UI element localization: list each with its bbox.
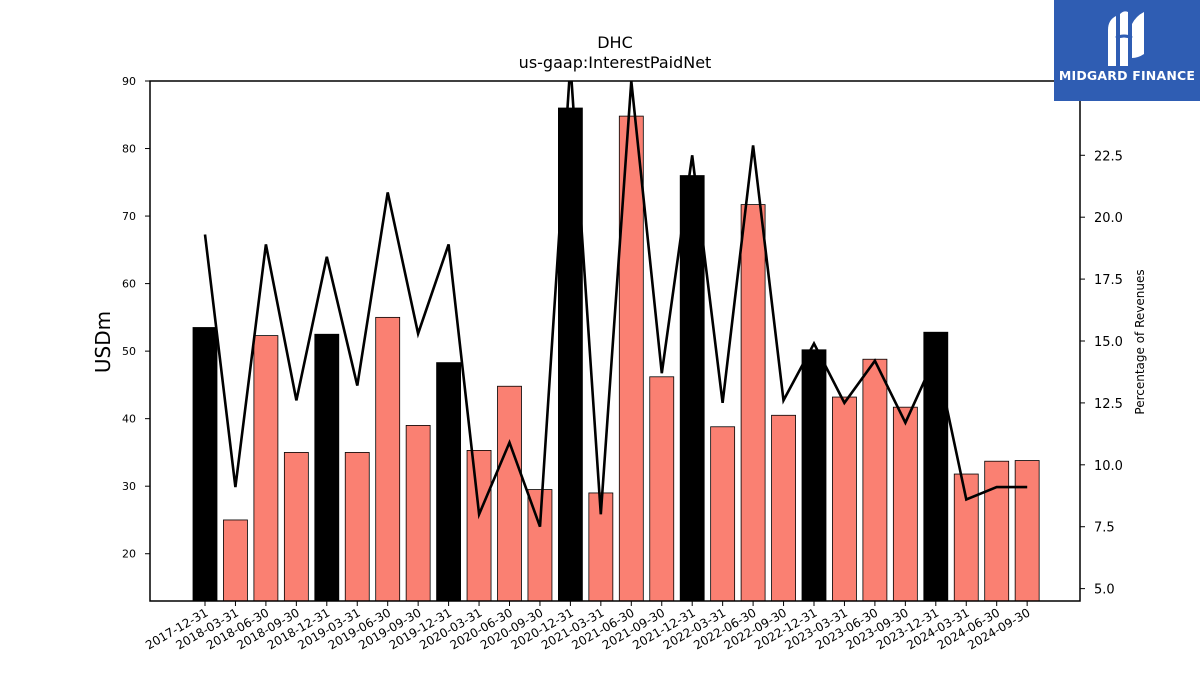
x-axis-ticks: 2017-12-312018-03-312018-06-302018-09-30… xyxy=(143,601,1033,652)
bar-2022-03-31 xyxy=(710,426,736,601)
y-tick-label: 90 xyxy=(122,75,136,88)
bar-2017-12-31 xyxy=(192,327,218,601)
bar-2019-06-30 xyxy=(375,316,401,601)
y2-tick-label: 17.5 xyxy=(1094,273,1123,288)
chart-title: DHC xyxy=(597,33,633,52)
y2-tick-label: 10.0 xyxy=(1094,459,1123,474)
line-group xyxy=(203,81,1028,528)
bar-2019-12-31 xyxy=(436,362,462,601)
bar-2018-12-31 xyxy=(314,333,340,601)
y2-axis-label: Percentage of Revenues xyxy=(1133,269,1147,414)
bar-2018-09-30 xyxy=(283,452,309,601)
y2-tick-label: 5.0 xyxy=(1094,583,1115,598)
bar-2020-03-31 xyxy=(466,450,492,601)
bar-2024-06-30 xyxy=(984,460,1010,601)
y-tick-label: 60 xyxy=(122,278,136,291)
y2-tick-label: 12.5 xyxy=(1094,397,1123,412)
y2-tick-label: 15.0 xyxy=(1094,335,1123,350)
y-tick-label: 40 xyxy=(122,413,136,426)
bar-2022-06-30 xyxy=(740,204,766,601)
brand-logo-text: MIDGARD FINANCE xyxy=(1058,68,1196,83)
y-tick-label: 70 xyxy=(122,210,136,223)
bar-2023-12-31 xyxy=(923,331,949,601)
y2-tick-label: 22.5 xyxy=(1094,149,1123,164)
bar-2019-09-30 xyxy=(405,425,431,601)
right-axis-ticks: 5.0 7.5 10.0 12.5 15.0 17.5 20.0 22.5 xyxy=(1080,149,1123,598)
bars-group xyxy=(192,107,1040,601)
y-tick-label: 20 xyxy=(122,548,136,561)
y-tick-label: 30 xyxy=(122,480,136,493)
bar-2022-09-30 xyxy=(771,414,796,601)
bar-2022-12-31 xyxy=(801,349,827,601)
bar-2019-03-31 xyxy=(344,452,370,601)
y-tick-label: 50 xyxy=(122,345,136,358)
midgard-logo-icon xyxy=(1108,11,1144,67)
y-axis-label: USDm xyxy=(91,311,115,373)
brand-logo: MIDGARD FINANCE xyxy=(1054,0,1200,101)
percentage-line xyxy=(203,81,1028,528)
bar-2023-06-30 xyxy=(862,358,888,601)
y-tick-label: 80 xyxy=(122,143,136,156)
bar-2020-06-30 xyxy=(497,385,522,601)
chart-subtitle: us-gaap:InterestPaidNet xyxy=(519,53,712,72)
bar-2021-09-30 xyxy=(649,376,675,601)
y2-tick-label: 7.5 xyxy=(1094,521,1115,536)
bar-2021-12-31 xyxy=(679,175,705,601)
y2-tick-label: 20.0 xyxy=(1094,211,1123,226)
bar-2024-09-30 xyxy=(1014,460,1040,601)
bar-2018-06-30 xyxy=(253,335,279,601)
bar-2023-03-31 xyxy=(832,396,857,601)
left-axis-ticks: 20 30 40 50 60 70 80 90 xyxy=(122,75,150,561)
bar-2023-09-30 xyxy=(892,406,918,601)
bar-2018-03-31 xyxy=(223,519,248,601)
